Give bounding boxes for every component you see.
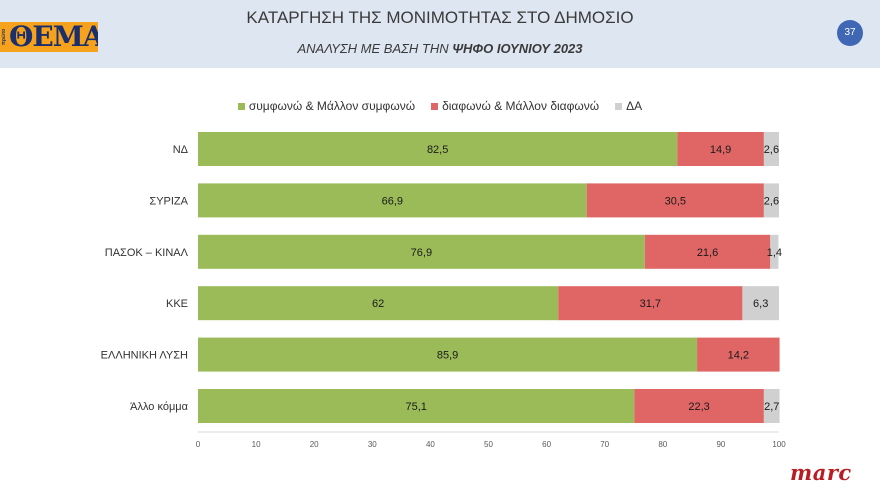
data-label: 85,9: [437, 350, 458, 362]
bar-segment: [198, 234, 645, 269]
publication-logo: πρώτο ΘΕΜΑ: [0, 22, 98, 52]
bar-segment: [763, 183, 779, 218]
bar-segment: [198, 389, 635, 423]
bar-segment: [763, 132, 779, 166]
data-label: 62: [372, 298, 384, 310]
bar-segment: [770, 234, 779, 269]
data-label: 30,5: [665, 195, 686, 207]
legend-swatch-dk: [615, 102, 623, 110]
x-tick-label: 30: [368, 440, 377, 449]
bar-segment: [198, 183, 587, 218]
data-label: 2,6: [764, 144, 779, 156]
data-label: 2,7: [764, 401, 779, 413]
bar-segment: [763, 389, 780, 423]
category-label: ΣΥΡΙΖΑ: [149, 195, 188, 207]
legend-item-agree: συμφωνώ & Μάλλον συμφωνώ: [237, 99, 416, 113]
x-tick-label: 50: [484, 440, 493, 449]
legend-item-dk: ΔΑ: [615, 99, 642, 113]
data-label: 66,9: [382, 195, 403, 207]
category-label: ΕΛΛΗΝΙΚΗ ΛΥΣΗ: [101, 350, 188, 362]
x-tick-label: 80: [658, 440, 667, 449]
x-tick-label: 0: [196, 440, 201, 449]
chart-legend: συμφωνώ & Μάλλον συμφωνώ διαφωνώ & Μάλλο…: [0, 99, 880, 113]
slide-title: ΚΑΤΑΡΓΗΣΗ ΤΗΣ ΜΟΝΙΜΟΤΗΤΑΣ ΣΤΟ ΔΗΜΟΣΙΟ: [246, 8, 634, 27]
legend-label-dk: ΔΑ: [626, 99, 643, 113]
data-label: 22,3: [688, 401, 709, 413]
data-label: 2,6: [764, 195, 779, 207]
marc-logo: marc: [790, 460, 852, 485]
x-tick-label: 60: [542, 440, 551, 449]
category-label: ΠΑΣΟΚ – ΚΙΝΑΛ: [105, 247, 189, 259]
legend-swatch-agree: [237, 102, 245, 110]
slide-subtitle: ΑΝΑΛΥΣΗ ΜΕ ΒΑΣΗ ΤΗΝ ΨΗΦΟ ΙΟΥΝΙΟΥ 2023: [0, 41, 880, 56]
header-bar: πρώτο ΘΕΜΑ ΚΑΤΑΡΓΗΣΗ ΤΗΣ ΜΟΝΙΜΟΤΗΤΑΣ ΣΤΟ…: [0, 0, 880, 68]
bar-segment: [586, 183, 764, 218]
data-label: 6,3: [753, 298, 768, 310]
data-label: 31,7: [640, 298, 661, 310]
data-label: 75,1: [405, 401, 426, 413]
subtitle-prefix: ΑΝΑΛΥΣΗ ΜΕ ΒΑΣΗ ΤΗΝ: [297, 41, 453, 56]
data-label: 21,6: [697, 247, 718, 259]
bar-segment: [198, 286, 559, 321]
bar-segment: [697, 337, 780, 372]
x-tick-label: 100: [772, 440, 786, 449]
subtitle-emphasis: ΨΗΦΟ ΙΟΥΝΙΟΥ 2023: [452, 41, 583, 56]
logo-text: ΘΕΜΑ: [9, 22, 98, 52]
x-tick-label: 10: [252, 440, 261, 449]
category-label: Άλλο κόμμα: [130, 401, 189, 413]
bar-segment: [742, 286, 779, 321]
data-label: 76,9: [411, 247, 432, 259]
bar-segment: [198, 132, 678, 166]
category-label: ΝΔ: [173, 144, 189, 156]
bar-segment: [644, 234, 771, 269]
page-number-badge: 37: [837, 20, 863, 46]
legend-swatch-disagree: [431, 102, 439, 110]
category-label: ΚΚΕ: [166, 298, 188, 310]
legend-label-agree: συμφωνώ & Μάλλον συμφωνώ: [248, 99, 416, 113]
bar-segment: [677, 132, 764, 166]
x-tick-label: 70: [600, 440, 609, 449]
x-tick-label: 20: [310, 440, 319, 449]
legend-item-disagree: διαφωνώ & Μάλλον διαφωνώ: [431, 99, 599, 113]
bar-segment: [558, 286, 743, 321]
x-tick-label: 40: [426, 440, 435, 449]
legend-label-disagree: διαφωνώ & Μάλλον διαφωνώ: [442, 99, 600, 113]
bar-segment: [634, 389, 764, 423]
data-label: 1,4: [767, 247, 782, 259]
bar-segment: [198, 337, 698, 372]
data-label: 14,9: [710, 144, 731, 156]
data-label: 14,2: [728, 350, 749, 362]
data-label: 82,5: [427, 144, 448, 156]
x-tick-label: 90: [716, 440, 725, 449]
